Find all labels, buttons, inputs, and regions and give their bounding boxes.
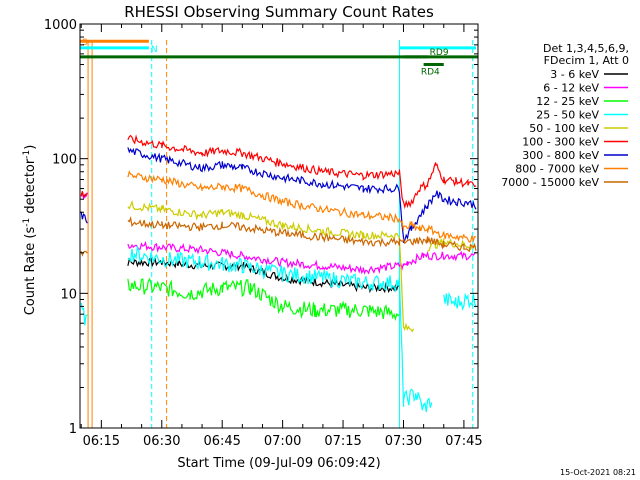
legend-label: 300 - 800 keV [522, 149, 599, 162]
legend-label: 7000 - 15000 keV [501, 176, 599, 189]
legend-label: 25 - 50 keV [536, 109, 599, 122]
timestamp: 15-Oct-2021 08:21 [560, 468, 636, 477]
y-axis-label: Count Rate (s-1 detector-1) [22, 145, 38, 316]
legend-header: FDecim 1, Att 0 [544, 54, 629, 67]
series-line [127, 200, 477, 333]
legend: Det 1,3,4,5,6,9,FDecim 1, Att 03 - 6 keV… [501, 42, 629, 189]
y-tick-label: 100 [52, 153, 77, 168]
y-tick-label: 1000 [44, 18, 77, 33]
vertical-markers [87, 40, 474, 428]
plot-frame [79, 23, 479, 429]
legend-header: Det 1,3,4,5,6,9, [543, 42, 629, 55]
legend-label: 800 - 7000 keV [515, 163, 599, 176]
flag-label: N [151, 45, 158, 55]
axes: 1 10 100 1000 06:15 06:30 06:45 07:00 07:15 07:30… [44, 18, 483, 449]
series-line [80, 215, 477, 257]
x-tick-label: 06:15 [83, 434, 120, 449]
flag-label: S [82, 38, 88, 48]
legend-label: 100 - 300 keV [522, 136, 599, 149]
legend-label: 6 - 12 keV [543, 82, 599, 95]
x-tick-label: 07:30 [385, 434, 422, 449]
y-tick-label: 10 [60, 287, 77, 302]
flag-label: RD4 [421, 68, 440, 78]
x-tick-label: 06:30 [143, 434, 180, 449]
series-line [80, 244, 477, 413]
series-line [80, 147, 477, 243]
x-tick-label: 07:45 [445, 434, 482, 449]
flag-bars: S N RD4 RD9 [80, 38, 478, 78]
chart-title: RHESSI Observing Summary Count Rates [124, 3, 434, 21]
legend-label: 3 - 6 keV [550, 68, 599, 81]
flag-label: RD9 [430, 48, 449, 58]
x-tick-label: 07:00 [264, 434, 301, 449]
series-line [80, 134, 477, 210]
legend-label: 12 - 25 keV [536, 95, 599, 108]
series-layer [80, 134, 477, 413]
series-line [127, 170, 477, 244]
y-tick-label: 1 [69, 422, 77, 437]
legend-label: 50 - 100 keV [529, 122, 599, 135]
x-axis-label: Start Time (09-Jul-09 06:09:42) [177, 456, 380, 471]
x-tick-label: 07:15 [324, 434, 361, 449]
series-line [127, 277, 400, 322]
x-tick-label: 06:45 [203, 434, 240, 449]
